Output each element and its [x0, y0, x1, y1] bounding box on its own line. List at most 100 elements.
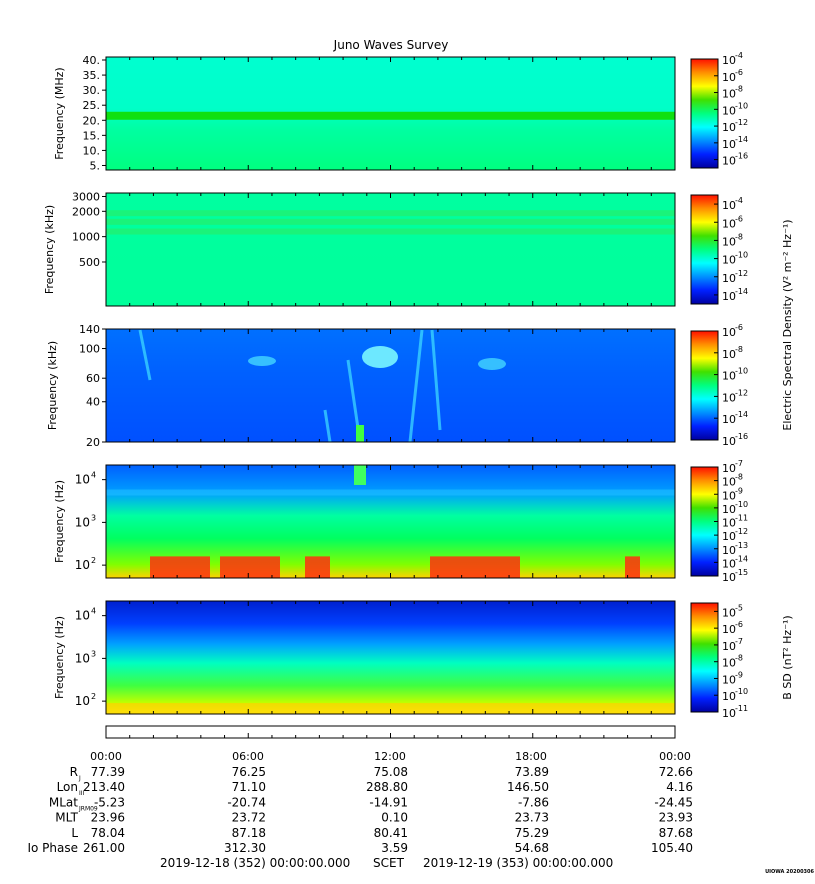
colorbar-tick-exponent: -10 — [735, 367, 748, 376]
ephemeris-value: -5.23 — [94, 795, 125, 809]
colorbar-tick-exponent: -7 — [735, 637, 743, 646]
ephemeris-value: 54.68 — [515, 841, 549, 855]
y-tick-label: 10 — [75, 558, 90, 572]
ephemeris-value: 75.29 — [515, 826, 549, 840]
ephemeris-label: R — [70, 765, 78, 779]
colorbar-tick-label: 10 — [722, 623, 736, 636]
colorbar-tick-label: 10 — [722, 557, 736, 570]
version-stamp: UIOWA 20200306 — [765, 869, 814, 875]
hiss-band — [106, 489, 675, 496]
ephemeris-value: 261.00 — [83, 841, 125, 855]
ephemeris-label-sub: III — [79, 790, 85, 797]
colorbar-tick-exponent: -13 — [735, 541, 748, 550]
y-tick-label: 3000 — [72, 190, 100, 203]
footer-scet: SCET — [373, 856, 405, 870]
time-axis: 00:00 06:00 12:00 18:00 00:00 R J 77.39 76.25 75.… — [27, 725, 693, 870]
ephemeris-value: 87.18 — [232, 826, 266, 840]
y-tick-label: 140 — [79, 323, 100, 336]
ephemeris-value: 23.93 — [659, 811, 693, 825]
colorbar-tick-label: 10 — [722, 413, 736, 426]
colorbar-tick-exponent: -12 — [735, 527, 748, 536]
lf-burst-1 — [150, 556, 210, 578]
colorbar-tick-label: 10 — [722, 370, 736, 383]
colorbar-tick-exponent: -15 — [735, 568, 748, 577]
colorbar — [690, 330, 719, 441]
colorbar-tick-label: 10 — [722, 640, 736, 653]
ephemeris-label-sub: J — [78, 775, 81, 782]
lf-burst-2 — [220, 556, 280, 578]
colorbar-tick-label: 10 — [722, 489, 736, 502]
emission-streak-3 — [408, 329, 424, 443]
ephemeris-label: Io Phase — [27, 841, 78, 855]
y-tick-exponent: 4 — [91, 607, 96, 616]
colorbar-tick-label: 10 — [722, 326, 736, 339]
colorbar-tick-exponent: -11 — [735, 704, 748, 713]
colorbar-tick-label: 10 — [722, 707, 736, 720]
y-tick-label: 35. — [83, 69, 101, 82]
colorbar-tick-exponent: -8 — [735, 473, 743, 482]
lf-burst-3 — [305, 556, 330, 578]
colorbar-tick-exponent: -9 — [735, 670, 743, 679]
ephemeris-value: 213.40 — [83, 780, 125, 794]
lf-burst-5 — [625, 556, 640, 578]
y-tick-label: 40. — [83, 54, 101, 67]
ephemeris-label: L — [71, 826, 78, 840]
colorbar-tick-exponent: -16 — [735, 152, 748, 161]
y-tick-label: 10 — [75, 651, 90, 665]
colorbar-tick-exponent: -4 — [735, 51, 743, 60]
ephemeris-value: 0.10 — [381, 811, 408, 825]
lf-burst-4 — [430, 556, 520, 578]
ephemeris-value: 146.50 — [507, 780, 549, 794]
colorbar-tick-exponent: -6 — [735, 323, 743, 332]
y-axis-label: Frequency (MHz) — [53, 67, 66, 159]
colorbar-tick-label: 10 — [722, 690, 736, 703]
colorbar-tick-exponent: -8 — [735, 345, 743, 354]
colorbar-tick-label: 10 — [722, 544, 736, 557]
colorbar-tick-exponent: -10 — [735, 500, 748, 509]
ephemeris-value: 105.40 — [651, 841, 693, 855]
ephemeris-value: 3.59 — [381, 841, 408, 855]
colorbar-tick-label: 10 — [722, 435, 736, 448]
colorbar-tick-exponent: -10 — [735, 251, 748, 260]
spectrogram-panels: 40. 35. 30. 25. 20. 15. 10. 5. Frequency (MHz) 10… — [43, 51, 794, 720]
colorbar-tick-label: 10 — [722, 571, 736, 584]
colorbar-tick-exponent: -6 — [735, 68, 743, 77]
colorbar-tick-exponent: -5 — [735, 603, 743, 612]
ephemeris-value: 4.16 — [666, 780, 693, 794]
colorbar-tick-exponent: -14 — [735, 135, 748, 144]
colorbar — [690, 194, 719, 305]
colorbar-tick-label: 10 — [722, 272, 736, 285]
emission-patch-3 — [478, 358, 506, 370]
emission-band-1 — [106, 210, 675, 217]
spectrogram-image — [106, 193, 675, 306]
ephemeris-value: -24.45 — [654, 795, 693, 809]
y-tick-label: 10 — [75, 694, 90, 708]
y-tick-label: 60 — [86, 372, 100, 385]
y-tick-exponent: 2 — [91, 692, 96, 701]
y-tick-label: 500 — [79, 256, 100, 269]
panel-2: 3000 2000 1000 500 Frequency (kHz) — [43, 190, 676, 307]
ephemeris-value: 80.41 — [374, 826, 408, 840]
ephemeris-value: 75.08 — [374, 765, 408, 779]
y-tick-label: 40 — [86, 396, 100, 409]
y-tick-exponent: 2 — [91, 556, 96, 565]
ephemeris-value: 23.96 — [91, 811, 125, 825]
colorbar-axis-label: Electric Spectral Density (V² m⁻² Hz⁻¹) — [781, 219, 794, 430]
spectrogram-image — [106, 601, 675, 714]
y-tick-label: 10 — [75, 473, 90, 487]
y-tick-label: 100 — [79, 343, 100, 356]
colorbar-tick-exponent: -14 — [735, 287, 748, 296]
y-axis-label: Frequency (kHz) — [46, 341, 59, 430]
footer-end-time: 2019-12-19 (353) 00:00:00.000 — [423, 856, 613, 870]
colorbar-tick-label: 10 — [722, 217, 736, 230]
colorbar-axis-label: B SD (nT² Hz⁻¹) — [781, 615, 794, 699]
ephemeris-label: Lon — [57, 780, 78, 794]
footer-start-time: 2019-12-18 (352) 00:00:00.000 — [160, 856, 350, 870]
ephemeris-value: 77.39 — [91, 765, 125, 779]
